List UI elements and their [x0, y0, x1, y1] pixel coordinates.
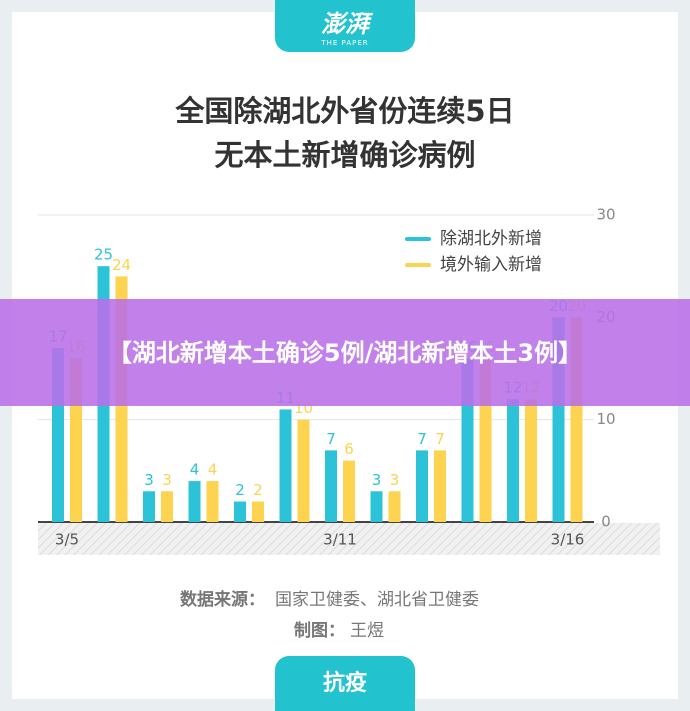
y-tick-label: 10	[596, 410, 615, 428]
bar	[252, 501, 264, 522]
value-label: 3	[390, 471, 400, 489]
bar	[525, 399, 537, 522]
bar	[297, 419, 310, 522]
y-tick-label: 0	[601, 513, 611, 531]
value-label: 6	[344, 440, 354, 458]
bar	[388, 491, 401, 522]
value-label: 2	[235, 481, 245, 499]
value-label: 3	[144, 471, 154, 489]
source: 国家卫健委、湖北省卫健委	[275, 590, 479, 610]
x-axis-band	[38, 523, 660, 555]
logo-subtitle: THE PAPER	[321, 39, 369, 47]
bar	[416, 450, 428, 522]
y-tick-label: 30	[596, 206, 615, 224]
value-label: 25	[94, 246, 113, 264]
value-label: 4	[190, 461, 200, 479]
value-label: 3	[372, 471, 382, 489]
header-tab: 澎湃 THE PAPER	[275, 0, 415, 52]
bar	[143, 491, 155, 522]
bar	[343, 460, 355, 522]
bar	[325, 450, 337, 522]
chart-title: 无本土新增确诊病例	[214, 138, 475, 172]
value-label: 2	[253, 481, 263, 499]
value-label: 3	[162, 471, 172, 489]
bar	[188, 481, 201, 522]
legend-swatch	[405, 237, 431, 241]
x-tick-label: 3/16	[551, 531, 585, 549]
credit-label: 制图：	[294, 620, 345, 641]
value-label: 7	[417, 430, 427, 448]
source-label: 数据来源：	[180, 589, 265, 610]
value-label: 7	[326, 430, 336, 448]
value-label: 7	[435, 430, 445, 448]
bar	[234, 501, 246, 522]
bar	[434, 450, 446, 522]
chart-title: 全国除湖北外省份连续5日	[174, 94, 514, 128]
logo: 澎湃	[321, 10, 369, 38]
x-tick-label: 3/11	[323, 531, 357, 549]
legend-label: 境外输入新增	[440, 255, 542, 275]
bar	[370, 491, 383, 522]
value-label: 4	[208, 461, 218, 479]
bar	[507, 399, 519, 522]
bar	[206, 481, 219, 522]
credit: 王煜	[350, 621, 384, 641]
banner-text: 【湖北新增本土确诊5例/湖北新增本土3例】	[107, 338, 583, 367]
value-label: 24	[112, 256, 131, 274]
legend-swatch	[405, 263, 431, 267]
x-tick-label: 3/5	[55, 531, 79, 549]
bar	[279, 409, 292, 522]
footer-tab: 抗疫	[275, 656, 415, 711]
footer-tab-text: 抗疫	[322, 671, 367, 696]
bar	[161, 491, 173, 522]
legend-label: 除湖北外新增	[440, 229, 542, 249]
banner: 【湖北新增本土确诊5例/湖北新增本土3例】	[0, 299, 690, 406]
